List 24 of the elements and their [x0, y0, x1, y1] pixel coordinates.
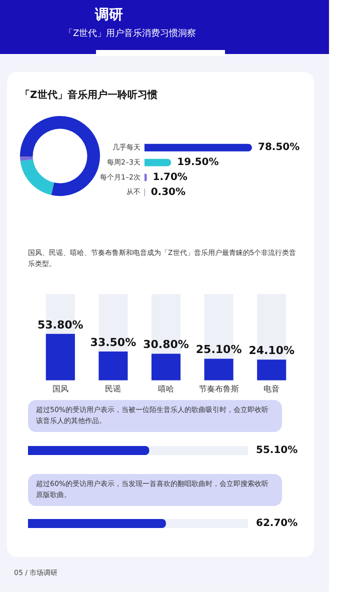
text: 调研: [95, 7, 123, 23]
x-tick-label: 嘻哈: [158, 384, 174, 394]
x-tick-label: 民谣: [105, 384, 122, 394]
x-tick-label: 电音: [264, 384, 280, 394]
bar: [257, 360, 286, 380]
x-tick-label: 国风: [52, 384, 68, 394]
x-tick-label: 节奏布鲁斯: [198, 384, 239, 394]
bar: [151, 354, 181, 380]
data-label: 55.10%: [256, 445, 298, 456]
bar: [204, 358, 234, 380]
text: 「Z世代」用户音乐消费习惯洞察: [64, 29, 196, 39]
data-label: 78.50%: [258, 142, 300, 154]
data-label: 1.70%: [152, 172, 188, 184]
data-label: 62.70%: [256, 518, 298, 530]
data-label: 25.10%: [196, 343, 242, 356]
bar: [144, 144, 252, 152]
data-label: 24.10%: [248, 344, 295, 357]
data-label: 0.30%: [150, 186, 186, 198]
data-label: 53.80%: [37, 318, 84, 332]
chart-title: 「Z世代」音乐用户一聆听习惯: [20, 90, 158, 101]
bar: [144, 158, 172, 166]
data-label: 19.50%: [177, 157, 219, 168]
data-label: 30.80%: [143, 338, 189, 352]
data-label: 33.50%: [90, 336, 136, 349]
